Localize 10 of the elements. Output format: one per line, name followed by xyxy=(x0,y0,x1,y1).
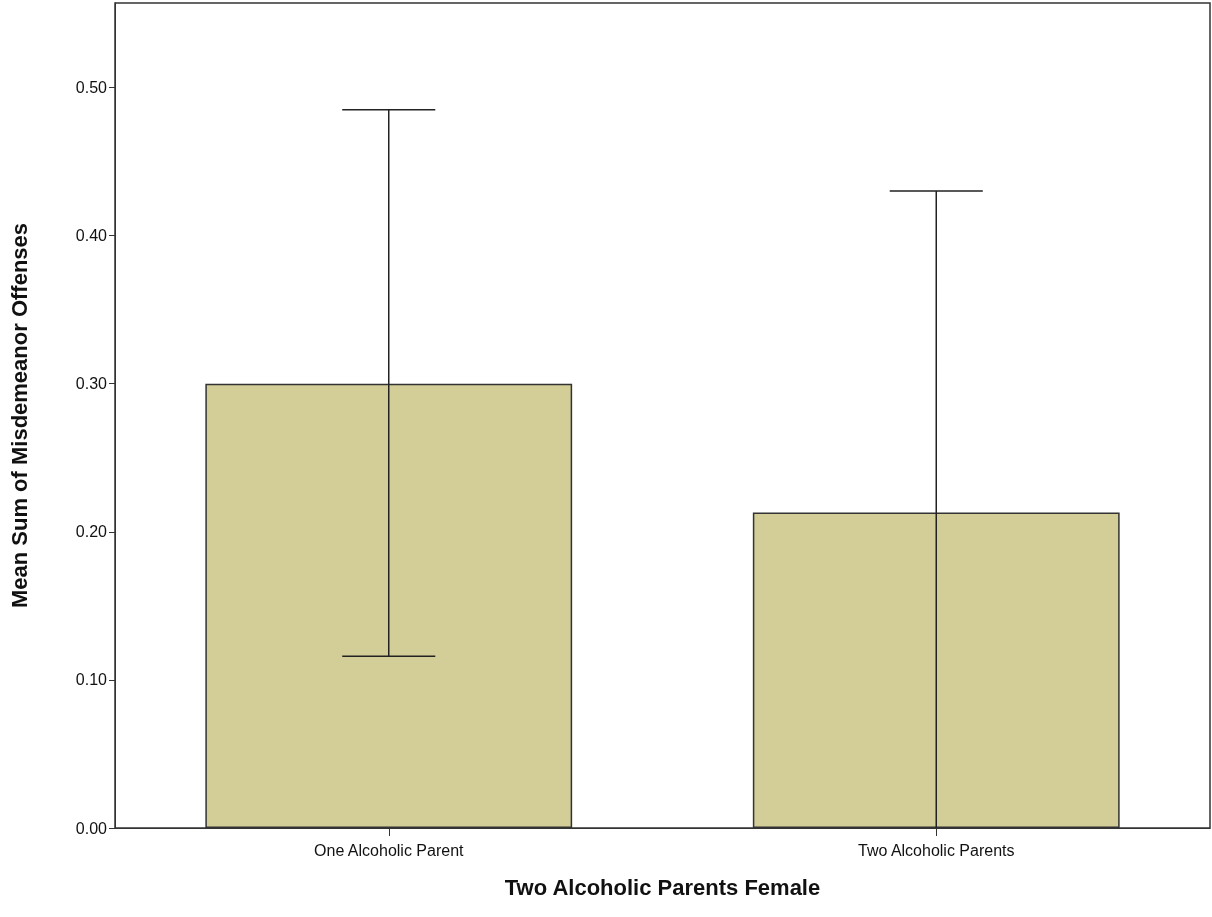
y-tick-label: 0.50 xyxy=(75,78,108,96)
y-tick-label: 0.30 xyxy=(75,375,108,393)
y-tick-label: 0.20 xyxy=(75,523,108,541)
x-tick-label: Two Alcoholic Parents xyxy=(857,841,1015,859)
y-axis-title: Mean Sum of Misdemeanor Offenses xyxy=(6,222,32,609)
x-tick-label: One Alcoholic Parent xyxy=(314,841,465,859)
y-tick-label: 0.10 xyxy=(75,671,108,689)
x-axis-title: Two Alcoholic Parents Female xyxy=(504,874,821,900)
y-tick-label: 0.40 xyxy=(75,227,108,245)
y-tick-label: 0.00 xyxy=(75,819,108,837)
